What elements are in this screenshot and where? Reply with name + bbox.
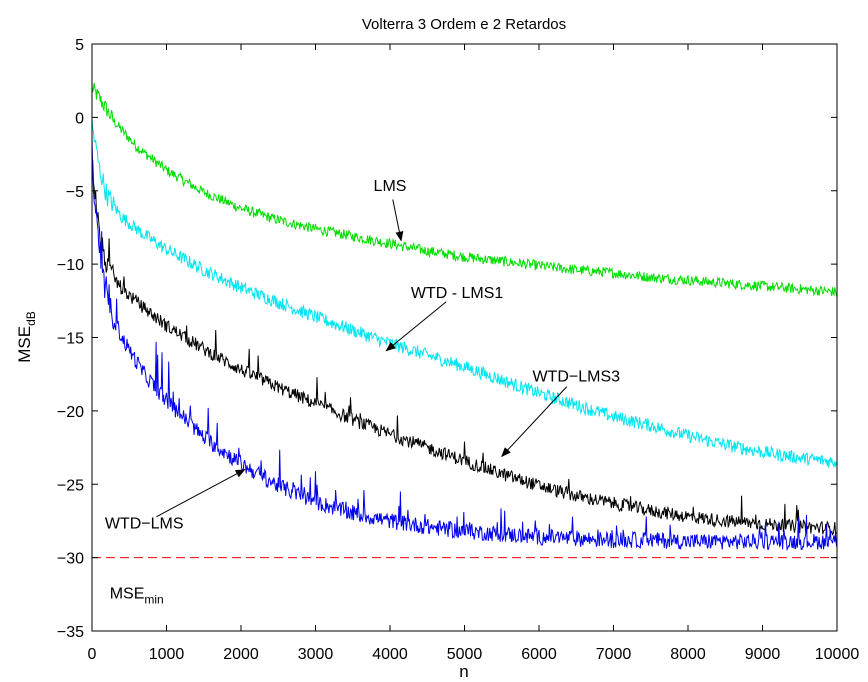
y-axis-label-main: MSE — [15, 326, 34, 363]
x-tick-label: 9000 — [745, 646, 781, 663]
y-axis-label-subscript: dB — [24, 311, 38, 326]
y-tick-label: −10 — [57, 257, 84, 274]
x-tick-label: 7000 — [596, 646, 632, 663]
x-axis-label: n — [459, 662, 468, 681]
x-tick-label: 8000 — [670, 646, 706, 663]
ticks-layer: 0 1000 2000 3000 4000 5000 6000 7000 8000 9000 100… — [57, 37, 859, 663]
x-tick-label: 2000 — [223, 646, 259, 663]
y-tick-label: −20 — [57, 404, 84, 421]
annotation-label-3: WTD−LMS3 — [532, 369, 620, 386]
x-tick-label: 5000 — [447, 646, 483, 663]
x-tick-label: 3000 — [298, 646, 334, 663]
series-layer — [92, 82, 837, 552]
y-tick-label: −35 — [57, 624, 84, 641]
x-tick-label: 4000 — [372, 646, 408, 663]
y-axis-label: MSEdB — [15, 311, 38, 363]
annotation-subscript: min — [144, 593, 163, 607]
annotation-label-4: WTD−LMS — [105, 515, 184, 532]
series-line-2 — [92, 118, 837, 468]
y-tick-label: 0 — [75, 110, 84, 127]
x-tick-label: 10000 — [815, 646, 860, 663]
series-line-3 — [92, 160, 837, 536]
series-line-4 — [92, 138, 837, 552]
y-tick-label: −25 — [57, 477, 84, 494]
plot-area — [92, 44, 837, 631]
annotation-label-1: LMS — [374, 178, 407, 195]
y-tick-label: −5 — [66, 184, 84, 201]
y-tick-label: −30 — [57, 551, 84, 568]
annotation-label-2: WTD - LMS1 — [411, 285, 504, 302]
y-tick-label: 5 — [75, 37, 84, 54]
y-tick-label: −15 — [57, 331, 84, 348]
x-tick-label: 0 — [88, 646, 97, 663]
annotation-arrow-1 — [392, 199, 404, 242]
annotation-arrow-3 — [501, 386, 568, 458]
annotation-arrow-2 — [385, 301, 447, 352]
x-tick-label: 6000 — [521, 646, 557, 663]
annotation-arrow-4 — [156, 469, 246, 518]
x-tick-label: 1000 — [149, 646, 185, 663]
series-line-1 — [92, 82, 837, 297]
chart-title: Volterra 3 Ordem e 2 Retardos — [362, 16, 566, 33]
